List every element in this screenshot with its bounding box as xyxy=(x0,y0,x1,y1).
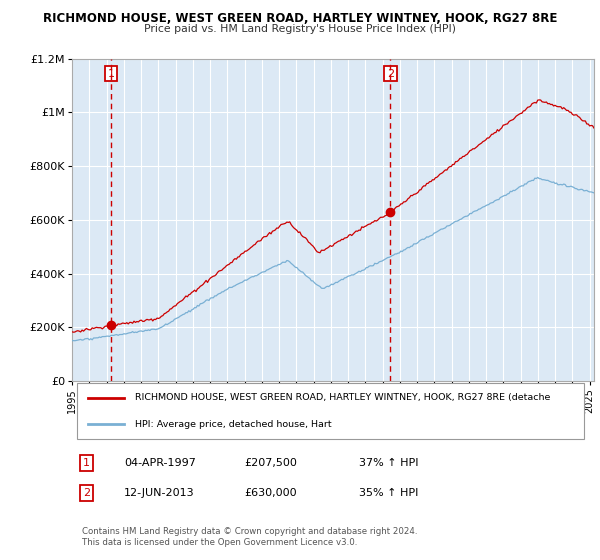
Text: 12-JUN-2013: 12-JUN-2013 xyxy=(124,488,195,498)
Text: 37% ↑ HPI: 37% ↑ HPI xyxy=(359,458,419,468)
Text: HPI: Average price, detached house, Hart: HPI: Average price, detached house, Hart xyxy=(134,420,331,429)
Text: 35% ↑ HPI: 35% ↑ HPI xyxy=(359,488,418,498)
Text: 2: 2 xyxy=(386,68,394,78)
Text: 04-APR-1997: 04-APR-1997 xyxy=(124,458,196,468)
Text: 1: 1 xyxy=(83,458,90,468)
Text: 2: 2 xyxy=(83,488,90,498)
Text: Contains HM Land Registry data © Crown copyright and database right 2024.
This d: Contains HM Land Registry data © Crown c… xyxy=(82,528,418,547)
Text: £207,500: £207,500 xyxy=(244,458,297,468)
Text: RICHMOND HOUSE, WEST GREEN ROAD, HARTLEY WINTNEY, HOOK, RG27 8RE: RICHMOND HOUSE, WEST GREEN ROAD, HARTLEY… xyxy=(43,12,557,25)
Text: Price paid vs. HM Land Registry's House Price Index (HPI): Price paid vs. HM Land Registry's House … xyxy=(144,24,456,34)
Text: 1: 1 xyxy=(107,68,115,78)
Text: £630,000: £630,000 xyxy=(244,488,297,498)
FancyBboxPatch shape xyxy=(77,384,584,439)
Text: RICHMOND HOUSE, WEST GREEN ROAD, HARTLEY WINTNEY, HOOK, RG27 8RE (detache: RICHMOND HOUSE, WEST GREEN ROAD, HARTLEY… xyxy=(134,394,550,403)
